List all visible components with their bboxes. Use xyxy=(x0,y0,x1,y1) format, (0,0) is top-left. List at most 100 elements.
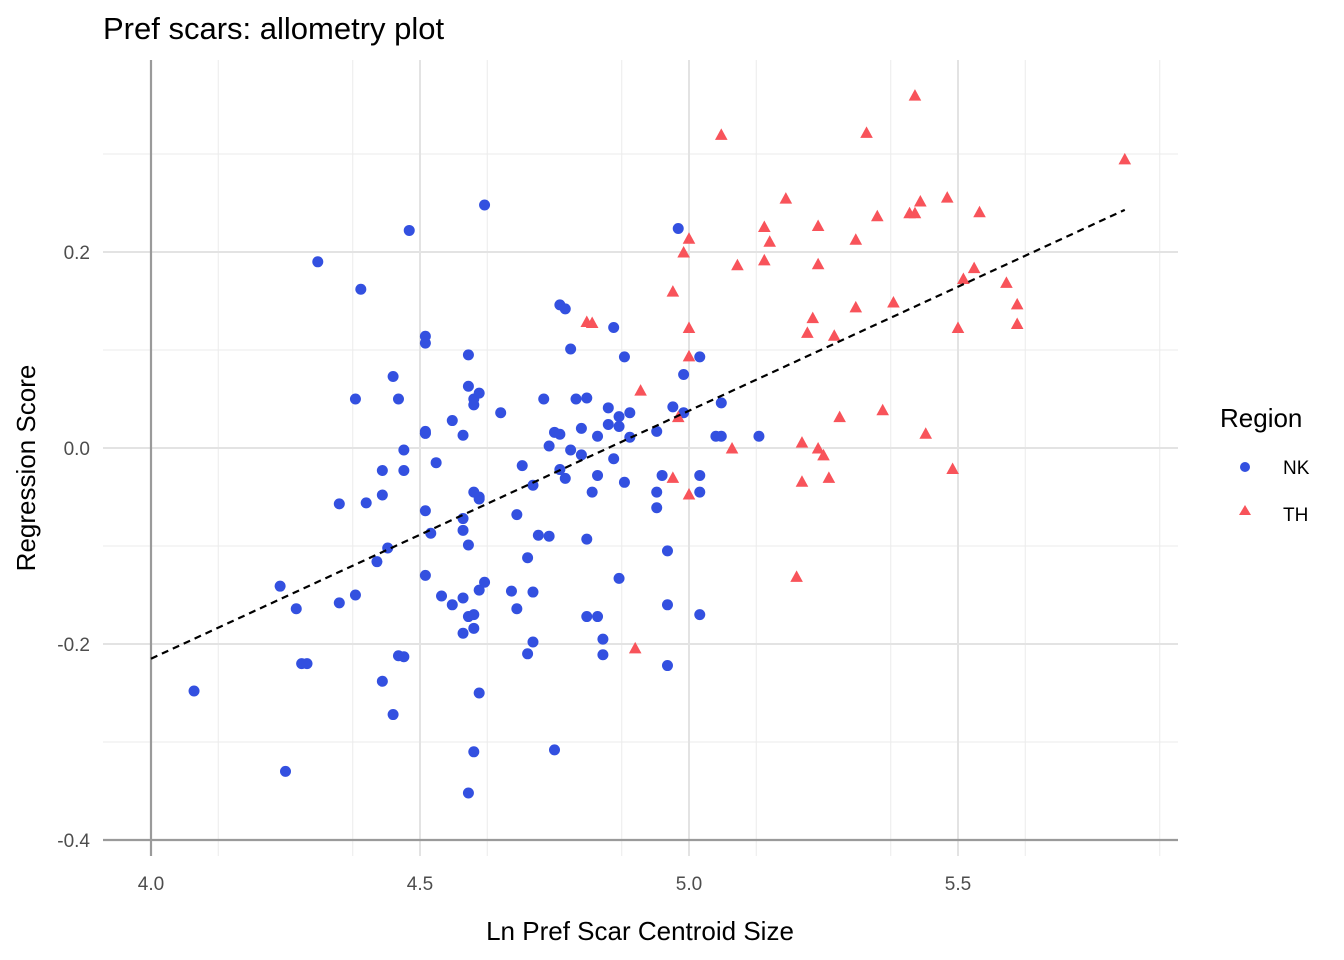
axis-lines xyxy=(103,60,1178,856)
minor-gridlines xyxy=(103,60,1178,856)
data-point-nk xyxy=(333,498,345,510)
series-th-points xyxy=(580,89,1132,654)
data-point-nk xyxy=(554,428,566,440)
data-point-th xyxy=(585,316,599,329)
data-point-nk xyxy=(613,572,625,584)
data-point-nk xyxy=(656,469,668,481)
data-point-nk xyxy=(387,370,399,382)
y-tick-label: -0.4 xyxy=(57,831,90,852)
data-point-nk xyxy=(753,430,765,442)
data-point-th xyxy=(860,126,873,138)
data-point-nk xyxy=(511,603,523,615)
data-point-nk xyxy=(457,429,469,441)
data-point-nk xyxy=(592,430,604,442)
data-point-th xyxy=(946,462,959,475)
data-point-nk xyxy=(694,351,706,363)
data-point-nk xyxy=(280,765,291,777)
data-point-nk xyxy=(527,586,539,598)
data-point-nk xyxy=(538,393,550,405)
data-point-th xyxy=(811,257,825,270)
data-point-th xyxy=(634,384,647,396)
data-point-nk xyxy=(581,611,593,623)
data-point-nk xyxy=(602,402,614,414)
y-tick-label: 0.0 xyxy=(64,439,90,460)
data-point-th xyxy=(682,349,696,362)
data-point-nk xyxy=(462,349,474,361)
data-point-nk xyxy=(527,636,539,648)
data-point-nk xyxy=(592,469,604,481)
data-point-th xyxy=(682,232,696,244)
data-point-nk xyxy=(570,393,582,405)
data-point-nk xyxy=(597,633,609,645)
data-point-nk xyxy=(479,576,491,588)
data-point-nk xyxy=(188,685,200,697)
data-point-th xyxy=(731,258,744,271)
data-point-nk xyxy=(376,465,388,477)
chart-title: Pref scars: allometry plot xyxy=(103,11,444,46)
data-point-th xyxy=(887,295,900,308)
regression-line-group xyxy=(150,208,1126,660)
data-point-nk xyxy=(371,556,383,568)
data-point-nk xyxy=(618,351,630,363)
legend-nk-label: NK xyxy=(1283,458,1310,479)
data-point-nk xyxy=(678,369,690,380)
data-point-nk xyxy=(575,449,587,461)
data-point-nk xyxy=(473,687,485,699)
data-point-th xyxy=(973,205,986,218)
data-point-th xyxy=(779,192,793,204)
data-point-nk xyxy=(457,513,469,525)
data-point-nk xyxy=(376,675,388,687)
data-point-nk xyxy=(425,527,437,539)
data-point-nk xyxy=(522,648,534,660)
data-point-nk xyxy=(651,486,663,498)
data-point-nk xyxy=(597,649,609,661)
data-point-nk xyxy=(495,407,507,419)
data-point-th xyxy=(908,89,922,101)
data-point-nk xyxy=(613,411,625,423)
data-point-nk xyxy=(651,502,663,514)
data-point-nk xyxy=(505,585,517,597)
data-point-nk xyxy=(312,256,324,268)
data-point-th xyxy=(795,436,809,448)
data-point-nk xyxy=(661,660,673,672)
data-point-th xyxy=(822,471,836,483)
data-point-th xyxy=(795,475,809,487)
data-point-nk xyxy=(360,497,372,509)
data-point-th xyxy=(666,471,680,483)
data-point-th xyxy=(682,321,696,333)
data-point-th xyxy=(957,272,970,284)
data-point-nk xyxy=(419,569,431,581)
data-point-th xyxy=(811,441,825,454)
legend: Region NK TH xyxy=(1220,403,1310,526)
regression-line xyxy=(150,208,1126,660)
data-point-nk xyxy=(522,552,534,564)
data-point-nk xyxy=(387,709,399,721)
data-point-nk xyxy=(661,545,673,557)
data-point-nk xyxy=(473,491,485,503)
data-point-nk xyxy=(667,401,679,413)
data-point-nk xyxy=(462,787,474,799)
y-tick-labels: -0.4 -0.2 0.0 0.2 xyxy=(57,243,90,852)
data-point-th xyxy=(849,233,863,245)
data-point-nk xyxy=(462,539,474,551)
data-point-nk xyxy=(516,460,528,472)
data-point-th xyxy=(1010,317,1024,330)
data-point-th xyxy=(1010,297,1024,310)
data-point-nk xyxy=(349,589,361,601)
legend-nk-marker xyxy=(1240,462,1250,472)
data-point-nk xyxy=(715,430,727,442)
data-point-nk xyxy=(290,603,302,615)
data-point-nk xyxy=(549,744,560,756)
data-point-nk xyxy=(333,597,345,609)
data-point-nk xyxy=(602,418,614,430)
data-point-nk xyxy=(511,509,523,521)
data-point-nk xyxy=(532,529,544,541)
data-point-nk xyxy=(559,472,571,484)
data-point-nk xyxy=(398,444,410,456)
data-point-th xyxy=(666,285,680,297)
x-tick-label: 4.5 xyxy=(407,874,433,895)
data-point-nk xyxy=(473,387,485,399)
data-point-nk xyxy=(565,343,577,355)
data-point-nk xyxy=(694,609,706,621)
data-point-nk xyxy=(661,599,673,611)
